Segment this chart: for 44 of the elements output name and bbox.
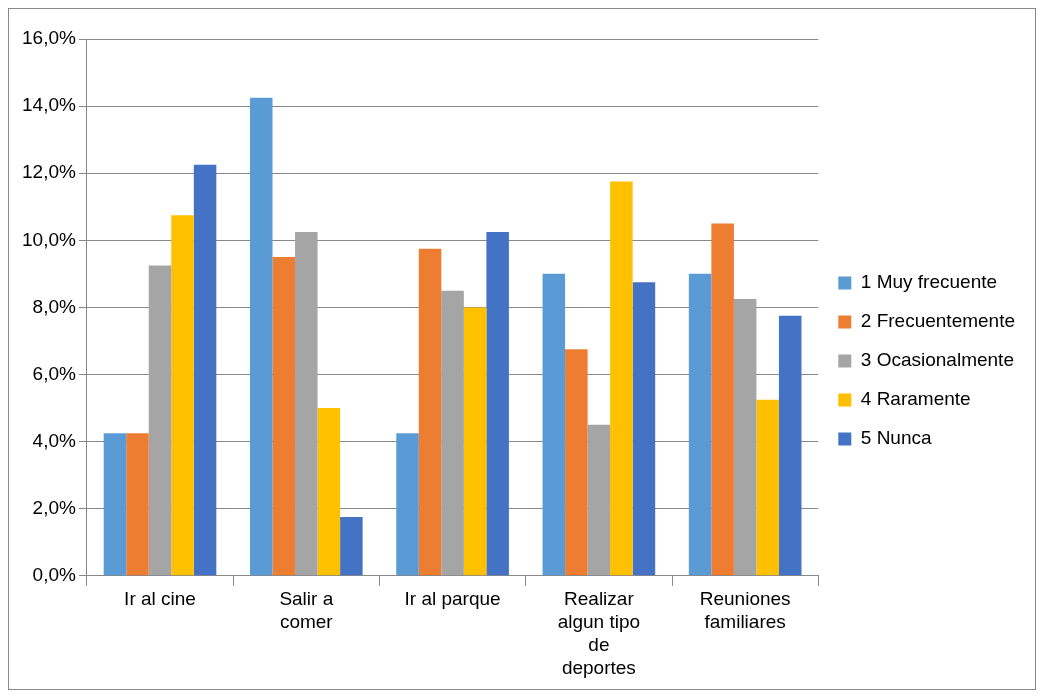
bar [587,424,611,576]
bar [610,181,633,576]
bar [565,349,588,576]
y-tick-label: 8,0% [32,295,76,317]
bar [486,231,509,576]
y-tick-label: 4,0% [32,429,76,451]
legend-label: 1 Muy frecuente [860,271,998,293]
bar [249,97,273,576]
x-tick-label: Ir al parque [404,588,501,610]
x-tick-label: Salir a comer [279,588,334,633]
bar [756,399,779,576]
legend-label: 4 Raramente [860,388,971,410]
bar [688,273,712,576]
y-tick-label: 2,0% [32,496,76,518]
bar [171,215,194,576]
bar [396,433,419,576]
bar [542,273,566,576]
x-tick-label: Ir al cine [124,588,196,610]
bar [272,257,296,576]
bar [103,433,127,576]
legend-label: 3 Ocasionalmente [860,349,1014,371]
y-tick-label: 14,0% [22,94,76,116]
bar [148,265,172,576]
bar [632,282,656,576]
y-tick-label: 10,0% [22,228,76,250]
bar [317,408,341,576]
y-tick-label: 0,0% [32,564,76,586]
x-tick-label: Reuniones familiares [699,588,791,633]
legend-label: 5 Nunca [860,427,932,449]
bar [441,290,464,576]
bar [340,517,363,576]
y-tick-label: 12,0% [22,161,76,183]
bar [126,433,149,576]
bar [733,299,757,576]
bar [778,315,802,576]
legend-label: 2 Frecuentemente [860,310,1015,332]
bar [418,248,442,576]
y-tick-label: 16,0% [22,27,76,49]
y-tick-label: 6,0% [32,362,76,384]
bar [193,164,217,576]
bar [711,223,734,576]
x-tick-label: Realizar algun tipo de deportes [557,588,641,678]
bar [295,231,318,576]
bar [463,307,487,576]
